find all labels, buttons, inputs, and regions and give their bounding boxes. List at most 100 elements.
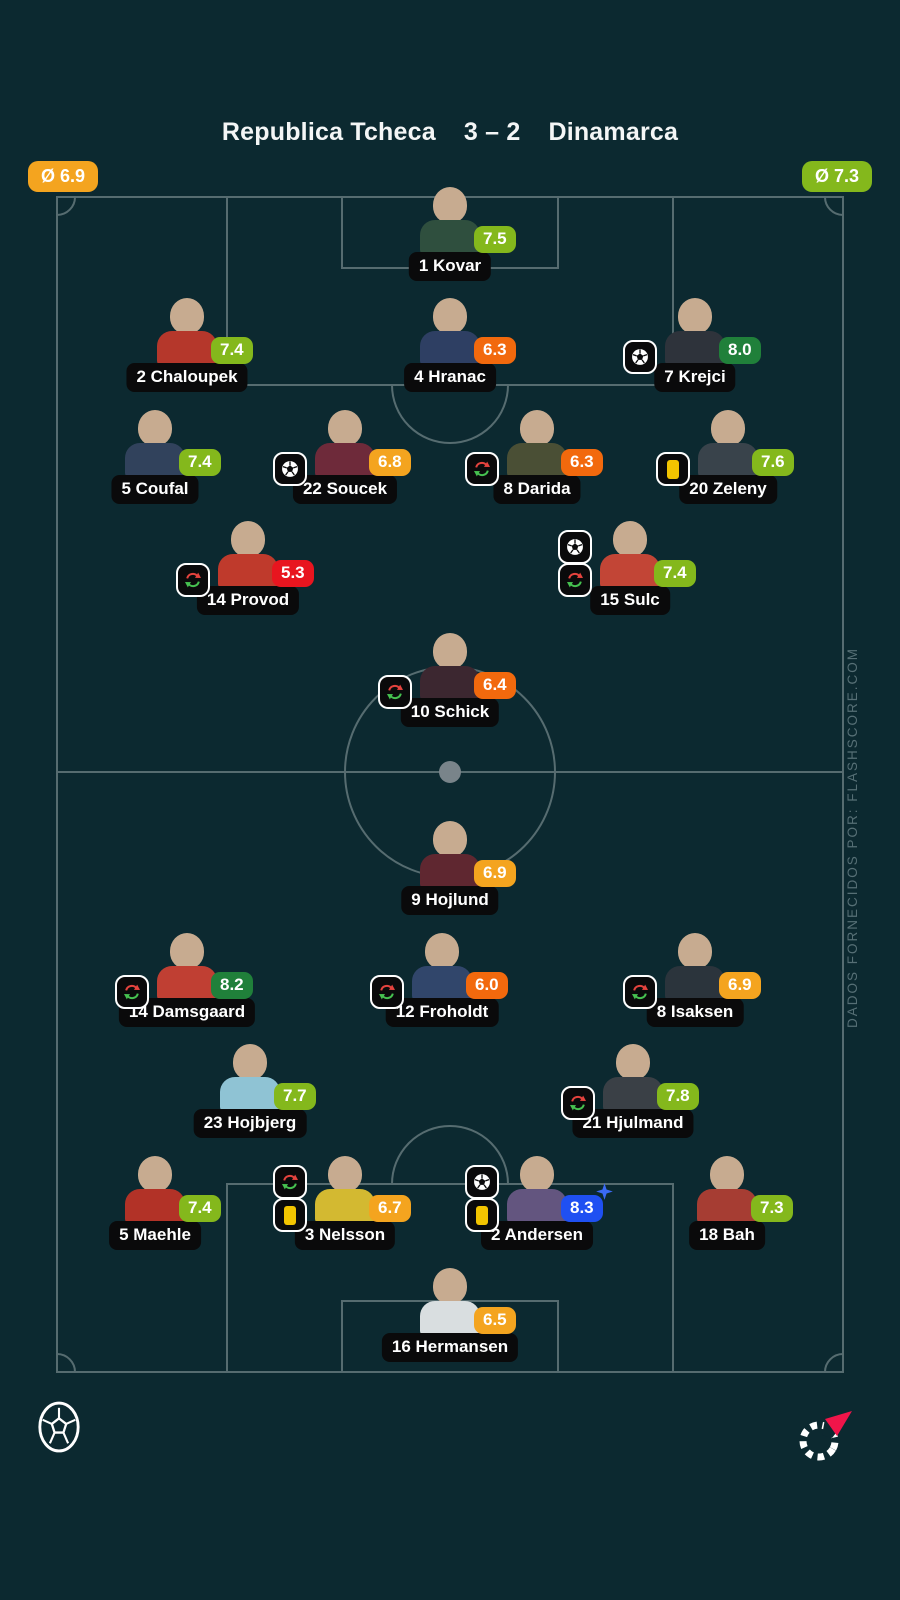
player-rating: 7.6 — [761, 452, 785, 471]
player[interactable]: 7.5 1 Kovar — [408, 186, 516, 281]
player-rating-badge: 6.7 — [369, 1195, 411, 1222]
player-event-icons — [273, 1165, 307, 1232]
player-torso — [697, 1189, 757, 1223]
player-photo — [410, 932, 474, 1000]
player-torso — [665, 331, 725, 365]
player-rating: 8.0 — [728, 340, 752, 359]
player-rating-badge: 7.8 — [657, 1083, 699, 1110]
player[interactable]: 6.5 16 Hermansen — [381, 1267, 519, 1362]
player-event-icons — [176, 563, 210, 597]
player-photo — [155, 932, 219, 1000]
substitution-icon — [115, 975, 149, 1009]
player-name: 23 Hojbjerg — [193, 1109, 307, 1138]
player-torso — [420, 331, 480, 365]
player-torso — [507, 443, 567, 477]
player[interactable]: 8.2 14 Damsgaard — [115, 932, 256, 1027]
player-torso — [125, 443, 185, 477]
player-name: 20 Zeleny — [679, 475, 777, 504]
player[interactable]: 8.3 2 Andersen — [465, 1155, 613, 1250]
goal-icon — [465, 1165, 499, 1199]
player-torso — [600, 554, 660, 588]
player-torso — [412, 966, 472, 1000]
goal-icon — [558, 530, 592, 564]
player-photo — [695, 1155, 759, 1223]
player[interactable]: 6.3 4 Hranac — [404, 297, 516, 392]
substitution-icon — [273, 1165, 307, 1199]
player-rating-badge: 6.8 — [369, 449, 411, 476]
player[interactable]: 6.8 22 Soucek — [273, 409, 411, 504]
player[interactable]: 6.9 8 Isaksen — [623, 932, 761, 1027]
player-event-icons — [115, 975, 149, 1009]
home-team-name: Republica Tcheca — [221, 118, 436, 146]
player[interactable]: 6.3 8 Darida — [465, 409, 603, 504]
goal-icon — [623, 340, 657, 374]
football-icon — [38, 1401, 80, 1453]
player-torso — [315, 1189, 375, 1223]
player-head — [138, 410, 172, 446]
player-rating-badge: 7.4 — [654, 560, 696, 587]
player[interactable]: 7.7 23 Hojbjerg — [193, 1043, 316, 1138]
player[interactable]: 8.0 7 Krejci — [623, 297, 761, 392]
player-name: 14 Damsgaard — [118, 998, 256, 1027]
player-head — [138, 1156, 172, 1192]
player[interactable]: 7.4 5 Coufal — [111, 409, 221, 504]
home-average-rating-badge: Ø 6.9 — [28, 161, 99, 192]
player-head — [433, 298, 467, 334]
player-rating-badge: 6.5 — [474, 1307, 516, 1334]
player[interactable]: 6.4 10 Schick — [378, 632, 516, 727]
player-torso — [125, 1189, 185, 1223]
player-head — [233, 1044, 267, 1080]
player-rating: 7.8 — [666, 1086, 690, 1105]
player-head — [710, 1156, 744, 1192]
player-rating: 6.5 — [483, 1310, 507, 1329]
player-name: 12 Froholdt — [385, 998, 499, 1027]
player[interactable]: 7.4 15 Sulc — [558, 520, 696, 615]
data-provider-watermark: DADOS FORNECIDOS POR: FLASHSCORE.COM — [845, 646, 860, 1028]
player-torso — [420, 666, 480, 700]
player[interactable]: 7.6 20 Zeleny — [656, 409, 794, 504]
player-name: 8 Isaksen — [646, 998, 744, 1027]
player-rating: 7.4 — [663, 563, 687, 582]
player-rating: 6.0 — [475, 975, 499, 994]
player[interactable]: 6.7 3 Nelsson — [273, 1155, 411, 1250]
player[interactable]: 5.3 14 Provod — [176, 520, 314, 615]
player-photo — [598, 520, 662, 588]
player-event-icons — [656, 452, 690, 486]
goal-icon — [273, 452, 307, 486]
player-rating-badge: 8.0 — [719, 337, 761, 364]
player-photo — [313, 409, 377, 477]
player-photo — [418, 632, 482, 700]
player[interactable]: 7.3 18 Bah — [689, 1155, 793, 1250]
player-rating-badge: 7.6 — [752, 449, 794, 476]
player-head — [170, 933, 204, 969]
substitution-icon — [623, 975, 657, 1009]
player-photo — [601, 1043, 665, 1111]
player[interactable]: 7.8 21 Hjulmand — [561, 1043, 699, 1138]
player-torso — [420, 854, 480, 888]
player-name: 22 Soucek — [292, 475, 398, 504]
player-event-icons — [561, 1086, 595, 1120]
player-torso — [218, 554, 278, 588]
player-event-icons — [623, 975, 657, 1009]
player-head — [678, 298, 712, 334]
player[interactable]: 6.0 12 Froholdt — [370, 932, 508, 1027]
player-head — [433, 821, 467, 857]
player-event-icons — [273, 452, 307, 486]
player-name: 5 Coufal — [111, 475, 199, 504]
player[interactable]: 7.4 5 Maehle — [109, 1155, 221, 1250]
player-event-icons — [465, 1165, 499, 1232]
player-rating-badge: 6.3 — [561, 449, 603, 476]
player[interactable]: 7.4 2 Chaloupek — [126, 297, 253, 392]
player-torso — [698, 443, 758, 477]
player-head — [520, 410, 554, 446]
yellow-card-icon — [465, 1198, 499, 1232]
player-photo — [663, 932, 727, 1000]
flashscore-logo-icon — [799, 1410, 854, 1461]
player-event-icons — [465, 452, 499, 486]
player-head — [616, 1044, 650, 1080]
player-name: 9 Hojlund — [401, 886, 499, 915]
player-name: 4 Hranac — [404, 363, 496, 392]
player-head — [678, 933, 712, 969]
player-rating: 6.7 — [378, 1198, 402, 1217]
player[interactable]: 6.9 9 Hojlund — [401, 820, 516, 915]
